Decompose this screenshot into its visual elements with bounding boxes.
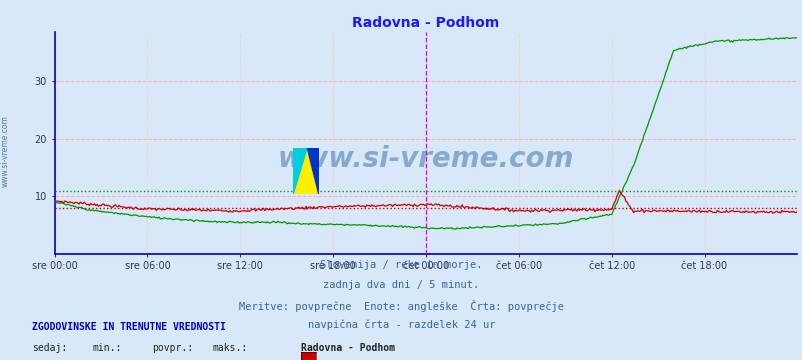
Text: Slovenija / reke in morje.: Slovenija / reke in morje. (320, 260, 482, 270)
Text: www.si-vreme.com: www.si-vreme.com (1, 115, 10, 187)
Text: povpr.:: povpr.: (152, 343, 193, 353)
Text: sedaj:: sedaj: (32, 343, 67, 353)
Text: Radovna - Podhom: Radovna - Podhom (301, 343, 395, 353)
Polygon shape (293, 148, 307, 194)
Title: Radovna - Podhom: Radovna - Podhom (352, 16, 499, 30)
Text: ZGODOVINSKE IN TRENUTNE VREDNOSTI: ZGODOVINSKE IN TRENUTNE VREDNOSTI (32, 322, 225, 332)
Polygon shape (293, 148, 318, 194)
Text: maks.:: maks.: (213, 343, 248, 353)
Text: navpična črta - razdelek 24 ur: navpična črta - razdelek 24 ur (307, 319, 495, 330)
Text: Meritve: povprečne  Enote: angleške  Črta: povprečje: Meritve: povprečne Enote: angleške Črta:… (239, 300, 563, 311)
Polygon shape (307, 148, 318, 194)
Text: www.si-vreme.com: www.si-vreme.com (277, 145, 573, 172)
Text: min.:: min.: (92, 343, 122, 353)
Text: zadnja dva dni / 5 minut.: zadnja dva dni / 5 minut. (323, 280, 479, 290)
